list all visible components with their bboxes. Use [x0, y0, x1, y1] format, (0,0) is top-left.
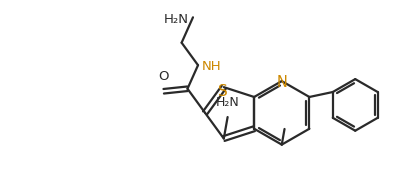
Text: S: S — [218, 84, 228, 99]
Text: O: O — [158, 70, 169, 83]
Text: H₂N: H₂N — [164, 13, 189, 26]
Text: NH: NH — [202, 60, 222, 73]
Text: H₂N: H₂N — [216, 96, 239, 109]
Text: N: N — [276, 75, 287, 90]
